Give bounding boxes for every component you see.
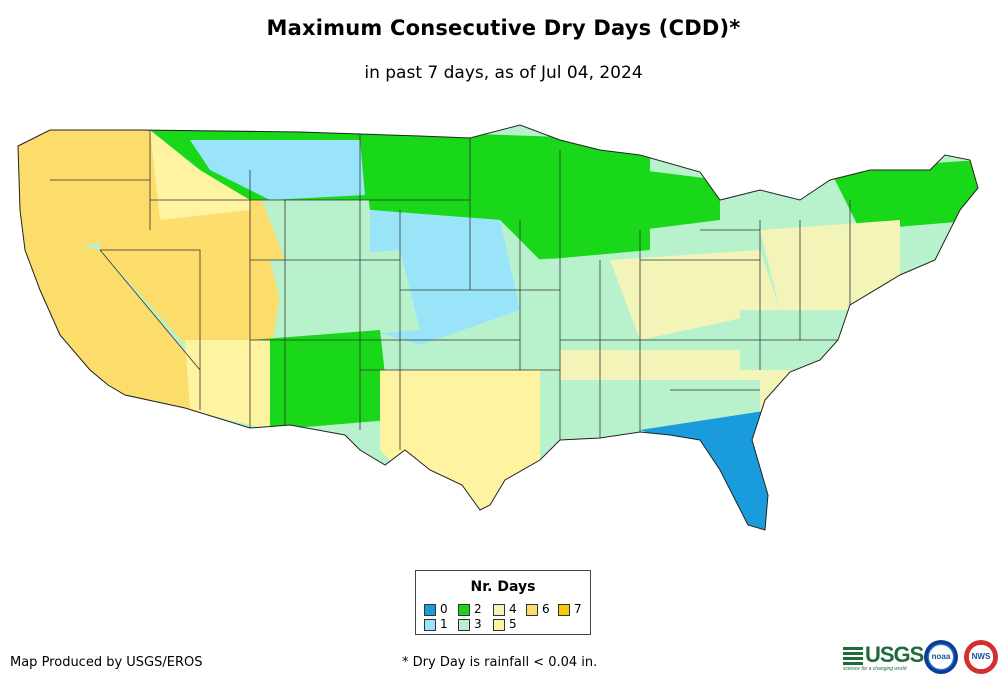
- producer-credit: Map Produced by USGS/EROS: [10, 655, 203, 670]
- legend-swatch-5: [493, 619, 505, 631]
- state-borders: [50, 130, 851, 450]
- legend-swatch-4: [493, 604, 505, 616]
- legend-swatch-2: [458, 604, 470, 616]
- legend-swatch-7: [558, 604, 570, 616]
- region-northeast: [830, 160, 978, 230]
- region-southwest-green: [250, 330, 390, 430]
- region-dakotas-minnesota: [360, 130, 650, 260]
- nws-label: NWS: [969, 645, 993, 669]
- legend-label-7: 7: [574, 602, 582, 616]
- nws-logo: NWS: [964, 640, 998, 674]
- region-ohio-valley: [610, 250, 780, 340]
- region-montana-blue: [190, 140, 365, 200]
- region-texas: [380, 370, 540, 510]
- usgs-wave-icon: [843, 645, 863, 665]
- region-colorado-kansas: [270, 250, 420, 340]
- map-title: Maximum Consecutive Dry Days (CDD)*: [266, 16, 741, 40]
- legend-label-3: 3: [474, 617, 482, 631]
- legend-label-0: 0: [440, 602, 448, 616]
- cdd-map: [17, 124, 979, 531]
- legend-label-4: 4: [509, 602, 517, 616]
- legend-swatch-6: [526, 604, 538, 616]
- usgs-tagline: science for a changing world: [843, 666, 907, 672]
- usgs-logo: USGS science for a changing world: [843, 642, 924, 672]
- dry-day-footnote: * Dry Day is rainfall < 0.04 in.: [402, 655, 598, 670]
- legend-swatch-0: [424, 604, 436, 616]
- legend-title: Nr. Days: [470, 579, 536, 595]
- legend-label-5: 5: [509, 617, 517, 631]
- legend-label-6: 6: [542, 602, 550, 616]
- region-great-basin: [100, 170, 285, 360]
- noaa-label: noaa: [929, 645, 953, 669]
- noaa-logo: noaa: [924, 640, 958, 674]
- legend-label-1: 1: [440, 617, 448, 631]
- region-arizona: [185, 340, 270, 430]
- usgs-wordmark: USGS: [865, 642, 924, 667]
- map-subtitle: in past 7 days, as of Jul 04, 2024: [364, 63, 643, 83]
- legend: Nr. Days 0 1 2 3 4 5 6 7: [415, 570, 591, 635]
- region-michigan: [640, 170, 720, 230]
- region-florida-gulf: [640, 410, 770, 530]
- legend-label-2: 2: [474, 602, 482, 616]
- us-outline: [17, 124, 979, 531]
- region-mid-atlantic: [760, 220, 900, 310]
- legend-swatch-3: [458, 619, 470, 631]
- legend-swatch-1: [424, 619, 436, 631]
